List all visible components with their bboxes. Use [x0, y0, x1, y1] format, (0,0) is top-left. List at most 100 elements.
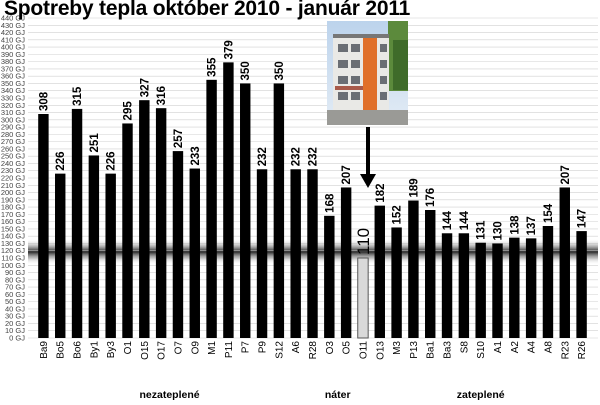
y-tick-label: 270 GJ — [1, 137, 25, 146]
bar-Ba3 — [441, 233, 453, 338]
y-tick-label: 380 GJ — [1, 57, 25, 66]
category-label-Bo5: Bo5 — [56, 341, 67, 359]
y-tick-label: 310 GJ — [1, 108, 25, 117]
value-label-A6: 232 — [291, 147, 303, 166]
value-label-O7: 257 — [173, 129, 185, 148]
y-tick-label: 170 GJ — [1, 210, 25, 219]
bar-By3 — [105, 173, 116, 338]
bar-R28 — [307, 169, 318, 338]
y-tick-label: 350 GJ — [1, 79, 25, 88]
value-label-O17: 316 — [156, 86, 168, 105]
y-tick-label: 400 GJ — [1, 43, 25, 52]
category-label-S8: S8 — [459, 341, 470, 354]
bar-R26 — [576, 231, 587, 338]
category-label-S10: S10 — [476, 341, 487, 359]
value-label-Bo5: 226 — [55, 151, 67, 170]
value-label-By3: 226 — [106, 151, 118, 170]
y-tick-label: 250 GJ — [1, 152, 25, 161]
category-label-S12: S12 — [274, 341, 285, 359]
building-photo — [327, 21, 408, 125]
y-tick-label: 70 GJ — [5, 283, 25, 292]
value-label-P9: 232 — [257, 147, 269, 166]
category-label-P9: P9 — [258, 341, 269, 354]
bar-By1 — [88, 155, 100, 338]
value-label-S12: 350 — [274, 61, 286, 80]
y-tick-label: 240 GJ — [1, 159, 25, 168]
category-label-O7: O7 — [173, 341, 184, 355]
bar-A6 — [290, 169, 301, 338]
value-label-P11: 379 — [223, 40, 235, 59]
y-tick-label: 200 GJ — [1, 188, 25, 197]
category-label-O3: O3 — [325, 341, 336, 355]
value-labels: 308 226 315 251 226 295 327 316 257 233 355 379 350 2… — [38, 40, 588, 255]
chart-title: Spotreby tepla október 2010 - január 201… — [4, 0, 411, 20]
value-label-R23: 207 — [560, 165, 572, 184]
y-tick-label: 370 GJ — [1, 64, 25, 73]
value-label-O11: 110 — [354, 228, 373, 255]
bar-P7 — [240, 83, 251, 338]
value-label-O5: 207 — [341, 165, 353, 184]
bar-Bo6 — [71, 108, 83, 338]
bar-O13 — [374, 205, 385, 338]
y-tick-label: 100 GJ — [1, 261, 25, 270]
bar-M3 — [391, 227, 402, 338]
y-tick-label: 90 GJ — [5, 268, 25, 277]
y-tick-label: 280 GJ — [1, 130, 25, 139]
value-label-By1: 251 — [89, 133, 101, 153]
bar-P13 — [408, 200, 419, 338]
category-label-M1: M1 — [207, 341, 218, 355]
bar-O11 — [357, 257, 369, 339]
category-label-O11: O11 — [358, 341, 369, 360]
bar-A4 — [525, 238, 537, 338]
y-tick-label: 320 GJ — [1, 101, 25, 110]
value-label-R28: 232 — [308, 147, 320, 166]
y-tick-label: 160 GJ — [1, 217, 25, 226]
value-label-S8: 144 — [459, 210, 471, 230]
value-label-Ba1: 176 — [425, 188, 437, 207]
value-label-O15: 327 — [139, 78, 151, 97]
value-label-S10: 131 — [476, 220, 488, 240]
y-tick-label: 30 GJ — [5, 312, 25, 321]
y-tick-label: 210 GJ — [1, 181, 25, 190]
y-tick-label: 50 GJ — [5, 297, 25, 306]
category-label-O13: O13 — [375, 341, 386, 360]
bar-O17 — [155, 108, 167, 338]
category-label-Bo6: Bo6 — [73, 341, 84, 359]
y-tick-label: 40 GJ — [5, 304, 25, 313]
y-tick-label: 140 GJ — [1, 232, 25, 241]
y-tick-label: 190 GJ — [1, 195, 25, 204]
value-label-M3: 152 — [392, 205, 404, 224]
y-tick-label: 420 GJ — [1, 28, 25, 37]
y-tick-label: 130 GJ — [1, 239, 25, 248]
value-label-O9: 233 — [190, 146, 202, 165]
value-label-A2: 138 — [509, 215, 521, 235]
y-tick-label: 410 GJ — [1, 35, 25, 44]
y-tick-label: 0 GJ — [9, 334, 25, 343]
group-label: náter — [325, 389, 351, 401]
category-label-Ba3: Ba3 — [443, 341, 454, 359]
bar-S12 — [273, 83, 285, 338]
category-label-R23: R23 — [560, 341, 571, 360]
value-label-A8: 154 — [543, 203, 555, 223]
value-label-Bo6: 315 — [72, 86, 84, 106]
y-tick-label: 290 GJ — [1, 123, 25, 132]
category-label-M3: M3 — [392, 341, 403, 355]
y-tick-label: 20 GJ — [5, 319, 25, 328]
category-label-O17: O17 — [157, 341, 168, 360]
bar-R23 — [559, 187, 570, 338]
y-tick-label: 80 GJ — [5, 275, 25, 284]
bar-P9 — [256, 169, 268, 338]
bar-A1 — [492, 243, 503, 338]
y-tick-label: 390 GJ — [1, 50, 25, 59]
y-tick-label: 260 GJ — [1, 144, 25, 153]
category-label-A1: A1 — [493, 341, 504, 354]
bar-S8 — [458, 233, 470, 338]
y-tick-label: 440 GJ — [1, 14, 25, 23]
bar-A2 — [509, 237, 520, 338]
bar-Bo5 — [55, 173, 66, 338]
arrow-pointer — [360, 127, 376, 188]
bar-P11 — [223, 62, 234, 338]
value-label-O3: 168 — [324, 193, 336, 213]
bars — [38, 62, 587, 339]
